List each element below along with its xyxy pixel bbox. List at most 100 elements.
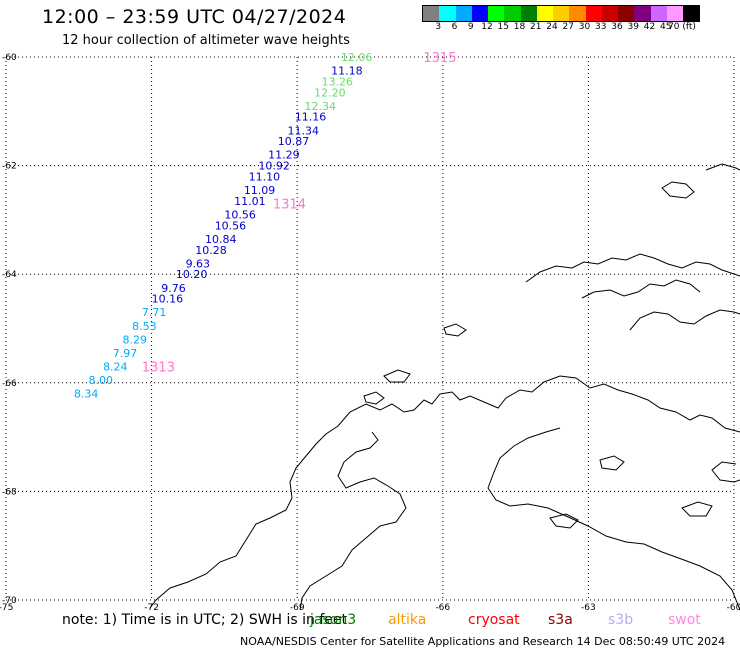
legend-swatch	[650, 6, 667, 21]
peninsula-inner-coast	[299, 431, 407, 611]
island-small-7	[599, 455, 625, 471]
axis-tick-labels: -60 -62 -64 -66 -68 -70-75 -72 -69 -66 -63 -60	[0, 53, 740, 612]
legend-swatch	[504, 6, 521, 21]
satellite-name-s3b: s3b	[608, 612, 634, 628]
wave-height-label: 11.09	[244, 184, 276, 197]
lon-tick-label: -72	[144, 603, 159, 612]
lat-tick-label: -64	[2, 270, 17, 280]
legend-swatch	[683, 6, 700, 21]
lat-tick-label: -66	[2, 379, 17, 389]
wave-height-label: 10.87	[278, 135, 310, 148]
map-subtitle: 12 hour collection of altimeter wave hei…	[62, 33, 350, 48]
graticule	[5, 56, 735, 601]
track-id-label: 1314	[273, 198, 306, 213]
island-small-1	[661, 181, 695, 199]
wave-height-label: 10.16	[152, 293, 184, 306]
track-id-label: 1315	[423, 51, 456, 66]
legend-swatch	[585, 6, 602, 21]
coast-east	[629, 309, 740, 331]
legend-labels: 3 6 9 12 15 18 21 24 27 30 33 36 39 42 45 70 (ft)	[422, 22, 732, 34]
wave-height-label: 11.18	[331, 65, 363, 78]
lon-tick-label: -69	[290, 603, 305, 612]
legend-label: 36	[611, 22, 623, 32]
wave-height-label: 10.92	[258, 160, 290, 173]
legend-label: 33	[595, 22, 607, 32]
legend-swatch	[553, 6, 570, 21]
legend-label: 9	[467, 22, 474, 32]
satellite-name-s3a: s3a	[548, 612, 573, 628]
wave-height-label: 12.34	[304, 100, 336, 113]
track-id-label: 1313	[142, 361, 175, 376]
legend-label: 39	[627, 22, 639, 32]
orbit-track-ids: 1313 1314 1315	[142, 51, 457, 376]
island-small-5	[363, 391, 385, 405]
wave-height-label: 9.76	[161, 282, 186, 295]
lon-tick-label: -75	[0, 603, 13, 612]
wave-height-label: 10.56	[224, 208, 256, 221]
legend-swatch	[618, 6, 635, 21]
legend-label: 45	[660, 22, 672, 32]
island-small-3	[443, 323, 467, 337]
legend-label: 18	[513, 22, 526, 32]
legend-swatch	[471, 6, 488, 21]
wave-height-label: 11.01	[234, 195, 266, 208]
wave-height-label: 12.20	[314, 86, 346, 99]
altimeter-map: 8.348.008.247.978.298.537.7110.169.7610.…	[0, 51, 740, 612]
lon-tick-label: -63	[581, 603, 596, 612]
antarctic-peninsula-coast	[149, 375, 740, 609]
lat-tick-label: -70	[2, 596, 17, 606]
legend-swatch	[569, 6, 586, 21]
wave-height-label: 12.06	[341, 51, 373, 64]
wave-height-label: 7.71	[142, 306, 167, 319]
legend-swatch	[634, 6, 651, 21]
wave-height-label: 7.97	[113, 347, 138, 360]
legend-label: 30	[578, 22, 591, 32]
legend-label: 6	[451, 22, 458, 32]
satellite-name-altika: altika	[388, 612, 427, 628]
george-vi-sound-coast	[487, 427, 740, 611]
satellite-name-cryosat: cryosat	[468, 612, 520, 628]
wave-height-label: 11.29	[268, 149, 300, 162]
legend-label: 21	[530, 22, 542, 32]
island-small-6	[549, 513, 579, 529]
legend-swatch	[439, 6, 456, 21]
island-small-4	[383, 369, 411, 383]
island-chain	[581, 279, 701, 299]
legend-label: 42	[643, 22, 656, 32]
footer-credit: NOAA/NESDIS Center for Satellite Applica…	[240, 635, 726, 648]
wave-height-label: 10.56	[215, 219, 247, 232]
lat-tick-label: -60	[2, 53, 17, 63]
coast-north-4	[711, 461, 740, 483]
wave-height-label: 13.26	[321, 75, 353, 88]
island-small-8	[681, 501, 713, 517]
legend-swatch	[488, 6, 505, 21]
footer-note: note: 1) Time is in UTC; 2) SWH is in fe…	[62, 612, 348, 628]
wave-height-color-legend	[422, 5, 701, 22]
wave-height-label: 8.24	[103, 361, 128, 374]
legend-swatch	[520, 6, 537, 21]
legend-label: 15	[497, 22, 509, 32]
coastline	[149, 163, 740, 611]
wave-height-label: 10.20	[176, 268, 208, 281]
map-title: 12:00 – 23:59 UTC 04/27/2024	[42, 6, 347, 28]
legend-label: 27	[562, 22, 574, 32]
lat-tick-label: -68	[2, 487, 17, 497]
legend-swatch	[536, 6, 553, 21]
wave-height-label: 10.84	[205, 233, 237, 246]
wave-height-label: 8.29	[122, 333, 147, 346]
legend-label: 12	[481, 22, 493, 32]
wave-height-label: 8.53	[132, 320, 157, 333]
wave-height-label: 11.16	[295, 111, 327, 124]
wave-height-label: 11.10	[249, 170, 281, 183]
legend-label: 70 (ft)	[668, 22, 696, 32]
lon-tick-label: -60	[727, 603, 740, 612]
legend-label: 24	[546, 22, 558, 32]
satellite-name-jason3: jason3	[310, 612, 357, 628]
legend-swatch	[666, 6, 683, 21]
legend-label: 3	[435, 22, 442, 32]
wave-height-label: 8.34	[74, 388, 99, 401]
wave-height-label: 8.00	[89, 374, 114, 387]
satellite-name-swot: swot	[668, 612, 701, 628]
legend-swatch	[601, 6, 618, 21]
wave-height-label: 9.63	[186, 257, 211, 270]
